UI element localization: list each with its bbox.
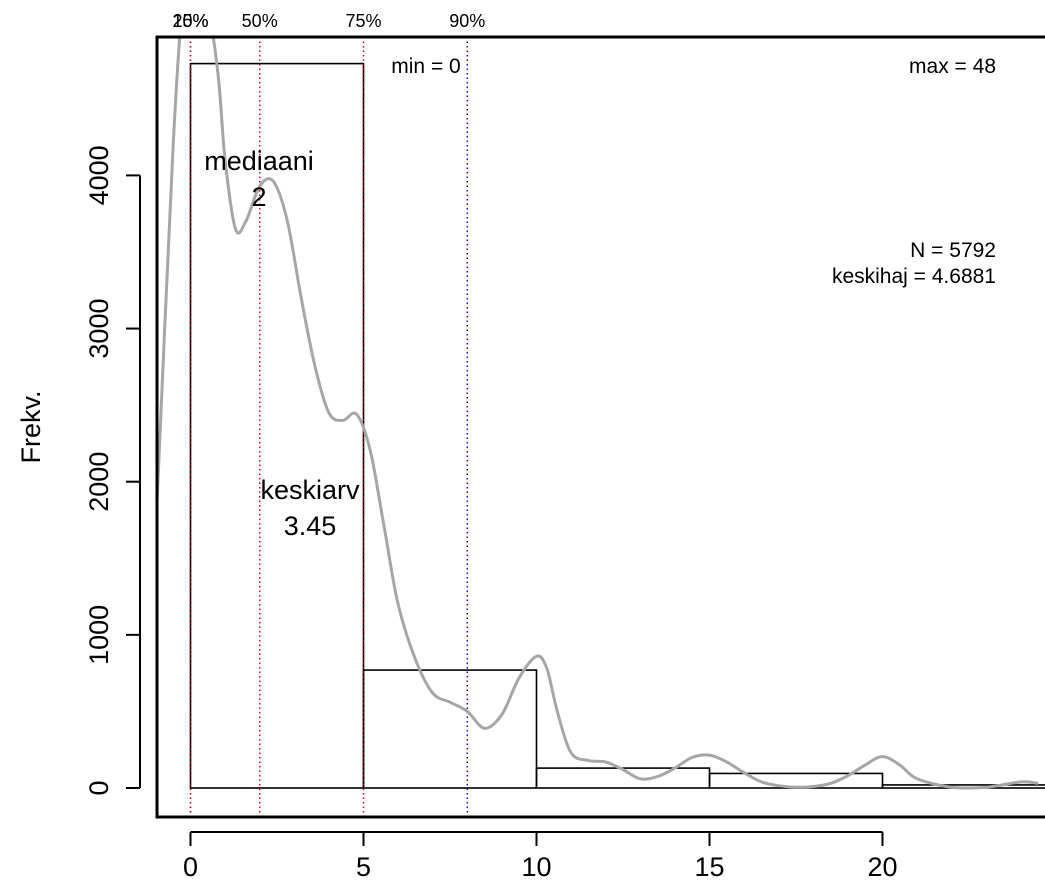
x-axis: 0 5 10 15 20 xyxy=(183,831,898,882)
x-tick-label-15: 15 xyxy=(694,852,724,882)
x-tick-label-20: 20 xyxy=(867,852,897,882)
min-label: min = 0 xyxy=(391,55,460,78)
y-axis-label: Frekv. xyxy=(16,391,46,464)
quantile-label-50pct: 50% xyxy=(242,11,278,31)
histogram-bars xyxy=(189,62,1045,789)
median-label: mediaani xyxy=(204,146,314,176)
x-tick-label-10: 10 xyxy=(521,852,551,882)
quantile-label-75pct: 75% xyxy=(345,11,381,31)
quantile-label-10pct: 10% xyxy=(172,11,208,31)
n-label: N = 5792 xyxy=(910,239,996,262)
y-tick-label-0: 0 xyxy=(84,780,114,795)
max-label: max = 48 xyxy=(909,55,996,78)
plot-frame xyxy=(155,35,1045,819)
x-tick-label-5: 5 xyxy=(356,852,371,882)
y-tick-label-1000: 1000 xyxy=(84,605,114,665)
density-curve xyxy=(157,37,1039,790)
y-tick-label-4000: 4000 xyxy=(84,145,114,205)
quantile-labels: 10%25% 50% 75% 90% xyxy=(172,11,485,31)
y-axis: 0 1000 2000 3000 4000 xyxy=(84,145,141,796)
y-tick-label-2000: 2000 xyxy=(84,452,114,512)
histogram-bar-1 xyxy=(362,669,538,789)
y-tick-label-3000: 3000 xyxy=(84,299,114,359)
x-tick-label-0: 0 xyxy=(183,852,198,882)
mean-value: 3.45 xyxy=(284,511,337,541)
median-value: 2 xyxy=(251,182,266,212)
mean-label: keskiarv xyxy=(260,475,360,505)
sd-label: keskihaj = 4.6881 xyxy=(832,265,996,288)
quantile-label-25pct: 25% xyxy=(172,11,208,31)
quantile-label-90pct: 90% xyxy=(449,11,485,31)
plot-area xyxy=(157,37,1045,817)
